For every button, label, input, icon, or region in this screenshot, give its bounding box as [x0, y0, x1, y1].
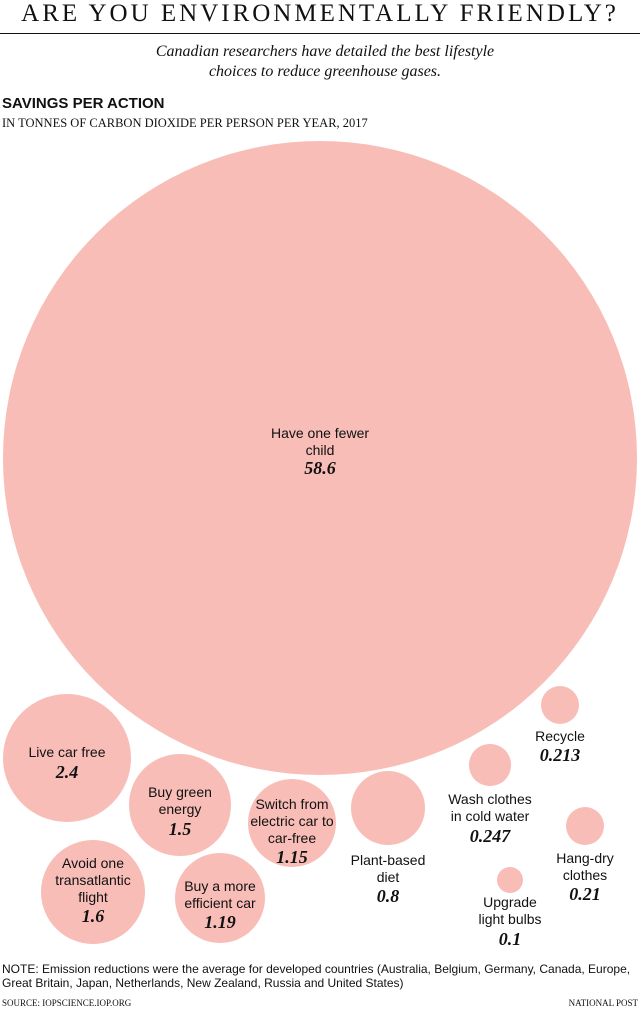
bubble	[350, 770, 426, 846]
value-label: 1.15	[276, 847, 308, 867]
bubble-label: Buy a more efficient car	[184, 878, 256, 911]
bubble-label: Have one fewer child	[270, 425, 370, 458]
bubble	[496, 866, 524, 894]
bubble	[540, 685, 580, 725]
bubble	[2, 693, 132, 823]
value-label: 0.1	[498, 929, 522, 949]
bubble-label: Hang-dry clothes	[556, 850, 614, 883]
bubble-label: Plant-based diet	[350, 852, 426, 885]
value-label: 0.213	[539, 745, 581, 765]
credit: NATIONAL POST	[568, 998, 638, 1008]
value-label: 0.21	[569, 884, 601, 904]
rule	[0, 33, 640, 34]
source: SOURCE: IOPSCIENCE.IOP.ORG	[2, 998, 132, 1008]
bubble	[129, 754, 231, 856]
bubble	[174, 852, 266, 944]
bubble	[566, 807, 604, 845]
chart-title: ARE YOU ENVIRONMENTALLY FRIENDLY?	[21, 0, 619, 27]
value-label: 0.8	[376, 886, 400, 906]
value-label: 1.19	[204, 912, 236, 932]
bubble-label: Buy green energy	[148, 784, 212, 817]
units: IN TONNES OF CARBON DIOXIDE PER PERSON P…	[2, 116, 368, 130]
bubble	[3, 141, 637, 775]
value-label: 58.6	[304, 458, 336, 478]
bubble-label: Recycle	[535, 728, 585, 744]
bubble-label: Upgrade light bulbs	[478, 894, 542, 927]
bubble-label: Wash clothes in cold water	[448, 791, 532, 824]
bubble	[247, 778, 337, 868]
chart-subtitle: Canadian researchers have detailed the b…	[155, 43, 495, 80]
bubble	[40, 839, 146, 945]
value-label: 0.247	[469, 826, 511, 846]
value-label: 2.4	[55, 762, 79, 782]
bubble-label: Avoid one transatlantic flight	[55, 855, 131, 905]
heading: SAVINGS PER ACTION	[2, 95, 165, 112]
value-label: 1.6	[81, 906, 105, 926]
value-label: 1.5	[168, 819, 192, 839]
bubble	[469, 744, 511, 786]
bubble-label: Live car free	[28, 744, 106, 760]
note: NOTE: Emission reductions were the avera…	[2, 962, 631, 990]
bubble-label: Switch from electric car to car-free	[250, 796, 334, 846]
